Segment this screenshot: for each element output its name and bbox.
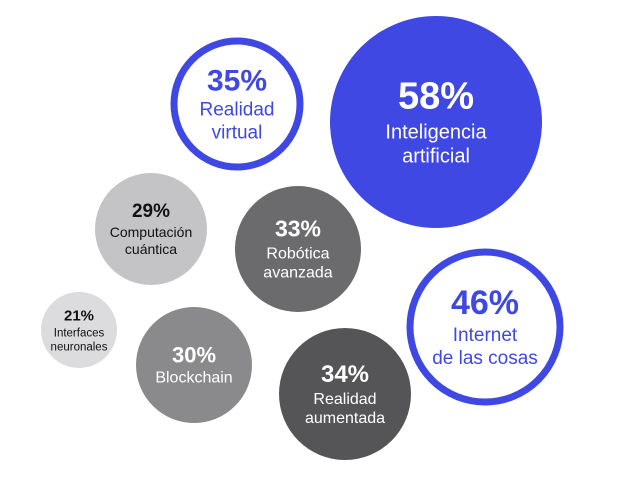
- bubble-circle: [279, 328, 411, 460]
- bubble-circle: [235, 186, 361, 312]
- bubble-circle: [406, 248, 564, 406]
- bubble-circle: [136, 307, 252, 423]
- bubble-label-line: Blockchain: [155, 370, 232, 387]
- bubble-value: 21%: [64, 307, 94, 324]
- bubble-label-line: virtual: [212, 123, 263, 144]
- bubble-label-line: Robótica: [266, 246, 329, 263]
- bubble-label-line: cuántica: [125, 241, 177, 257]
- bubble-label-line: Inteligencia: [385, 121, 487, 143]
- bubble-label-line: Realidad: [200, 100, 275, 121]
- bubble-circle: [170, 37, 304, 171]
- bubble-value: 46%: [451, 284, 519, 322]
- bubble-robotica-avanzada: 33% Robótica avanzada: [235, 186, 361, 312]
- bubble-value: 33%: [275, 216, 321, 242]
- bubble-blockchain: 30% Blockchain: [136, 307, 252, 423]
- bubble-label-line: Computación: [110, 224, 193, 240]
- bubble-value: 35%: [207, 65, 267, 98]
- bubble-label-line: artificial: [402, 145, 470, 167]
- bubble-value: 58%: [398, 75, 474, 117]
- bubble-label-line: aumentada: [305, 410, 385, 427]
- bubble-label-line: neuronales: [51, 341, 108, 353]
- bubble-value: 30%: [172, 343, 216, 368]
- bubble-value: 29%: [132, 201, 170, 222]
- bubble-label-line: Interfaces: [54, 327, 105, 339]
- bubble-value: 34%: [321, 361, 369, 388]
- bubble-label-line: Internet: [453, 325, 518, 346]
- bubble-circle: [330, 16, 542, 228]
- bubble-label-line: Realidad: [313, 391, 376, 408]
- bubble-interfaces-neuronales: 21% Interfaces neuronales: [41, 292, 117, 368]
- bubble-realidad-aumentada: 34% Realidad aumentada: [279, 328, 411, 460]
- bubble-circle: [41, 292, 117, 368]
- bubble-circle: [95, 173, 207, 285]
- bubble-label-line: avanzada: [263, 265, 332, 282]
- bubble-label-line: de las cosas: [432, 348, 538, 369]
